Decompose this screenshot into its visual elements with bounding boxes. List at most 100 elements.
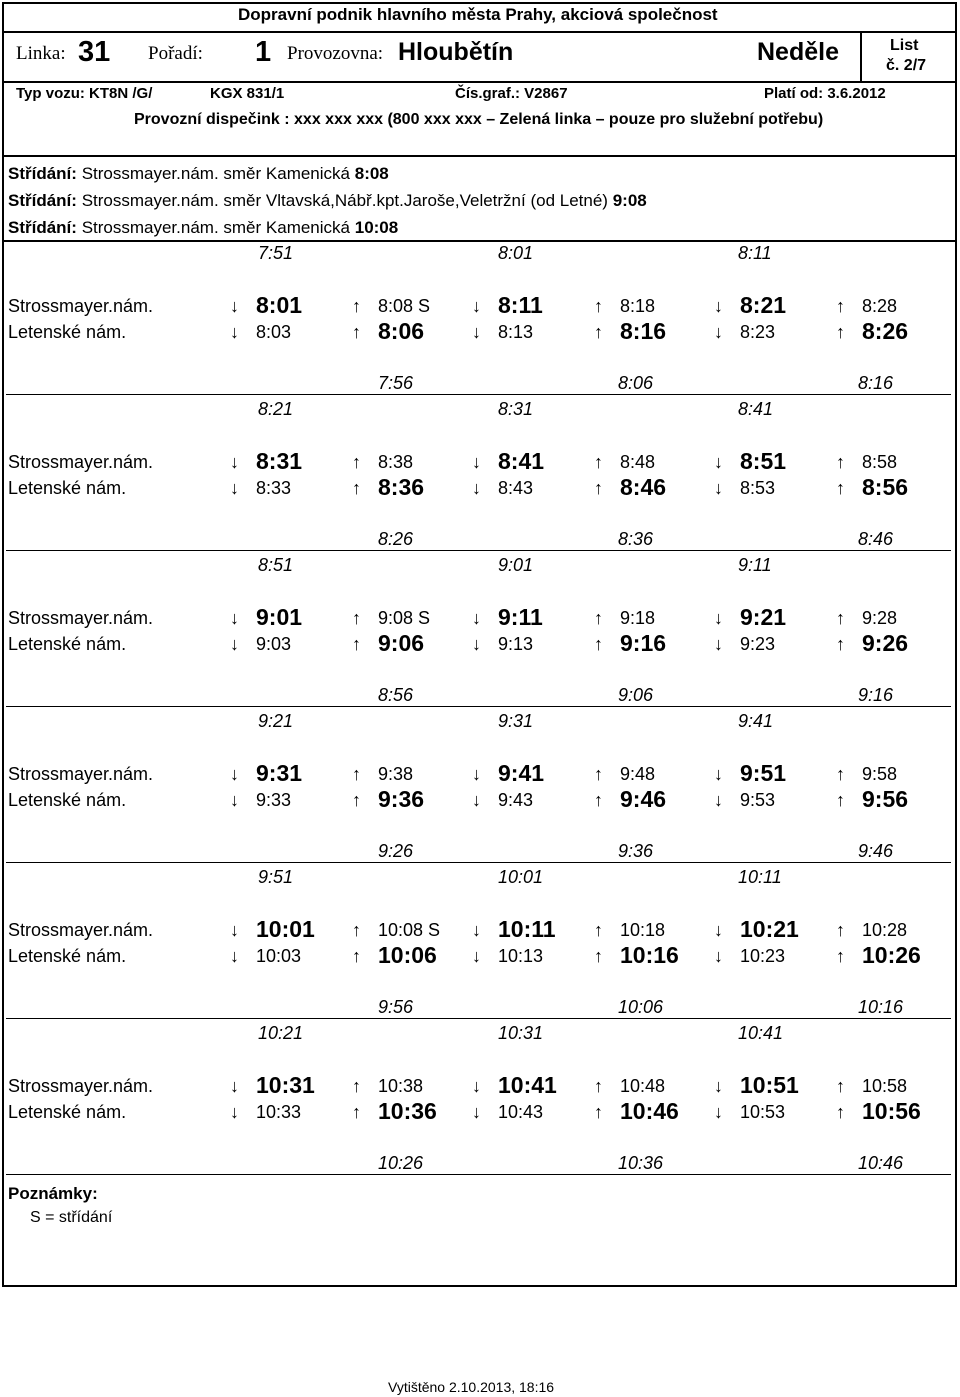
- stop-name: Letenské nám.: [8, 946, 127, 966]
- arrow-up-icon: ↑: [352, 452, 361, 472]
- stridani-line-1: Střídání: Strossmayer.nám. směr Kamenick…: [8, 164, 389, 183]
- arrow-down-icon: ↓: [714, 452, 723, 472]
- stop-name: Letenské nám.: [8, 478, 127, 498]
- departure-time: 8:16: [620, 318, 667, 344]
- departure-time: 9:03: [256, 634, 292, 654]
- arrow-down-icon: ↓: [472, 452, 481, 472]
- departure-time: 8:56: [862, 474, 909, 500]
- departure-time: 9:58: [862, 764, 898, 784]
- departure-time: 9:31: [256, 760, 303, 786]
- departure-time: 8:41: [498, 448, 545, 474]
- arrow-down-icon: ↓: [714, 920, 723, 940]
- departure-time: 10:38: [378, 1076, 424, 1096]
- departure-time: 10:03: [256, 946, 302, 966]
- cis-graf: Čís.graf.: V2867: [455, 85, 568, 102]
- departure-time: 9:53: [740, 790, 776, 810]
- header-line-2: [2, 81, 955, 83]
- arrow-down-icon: ↓: [714, 1102, 723, 1122]
- stop-name: Strossmayer.nám.: [8, 1076, 154, 1096]
- departure-time: 9:48: [620, 764, 656, 784]
- departure-time: 8:46: [620, 474, 667, 500]
- arrow-down-icon: ↓: [230, 296, 239, 316]
- departure-time: 8:28: [862, 296, 898, 316]
- departure-time: 9:01: [256, 604, 303, 630]
- arrow-down-icon: ↓: [714, 634, 723, 654]
- departure-time: 10:46: [620, 1098, 679, 1124]
- arrow-up-icon: ↑: [836, 1076, 845, 1096]
- stop-name: Strossmayer.nám.: [8, 296, 154, 316]
- departure-time: 9:11: [498, 604, 543, 630]
- departure-time: 10:51: [740, 1072, 799, 1098]
- departure-time-top: 8:51: [258, 555, 294, 575]
- arrow-down-icon: ↓: [714, 478, 723, 498]
- arrow-down-icon: ↓: [714, 296, 723, 316]
- departure-time: 9:51: [740, 760, 787, 786]
- departure-time: 8:03: [256, 322, 292, 342]
- departure-time-top: 7:51: [258, 243, 294, 263]
- departure-time: 8:51: [740, 448, 787, 474]
- departure-time-top: 9:21: [258, 711, 294, 731]
- arrow-up-icon: ↑: [594, 478, 603, 498]
- plati-od: Platí od: 3.6.2012: [764, 85, 886, 102]
- header-divider: [2, 31, 955, 33]
- departure-time-bottom: 8:46: [858, 529, 894, 549]
- departure-time-top: 9:41: [738, 711, 774, 731]
- arrow-up-icon: ↑: [836, 764, 845, 784]
- departure-time: 10:11: [498, 916, 556, 942]
- arrow-up-icon: ↑: [836, 608, 845, 628]
- arrow-down-icon: ↓: [230, 452, 239, 472]
- departure-time-top: 10:01: [498, 867, 544, 887]
- departure-time: 9:43: [498, 790, 534, 810]
- departure-time-bottom: 8:36: [618, 529, 654, 549]
- provozovna-label: Provozovna:: [287, 43, 384, 64]
- arrow-up-icon: ↑: [594, 1102, 603, 1122]
- arrow-up-icon: ↑: [352, 790, 361, 810]
- departure-time: 10:06: [378, 942, 437, 968]
- stop-name: Strossmayer.nám.: [8, 452, 154, 472]
- stop-name: Letenské nám.: [8, 1102, 127, 1122]
- poradi-value: 1: [255, 36, 272, 68]
- arrow-down-icon: ↓: [230, 322, 239, 342]
- departure-time-top: 10:41: [738, 1023, 784, 1043]
- arrow-up-icon: ↑: [352, 296, 361, 316]
- arrow-up-icon: ↑: [594, 920, 603, 940]
- departure-time: 8:36: [378, 474, 425, 500]
- departure-time: 9:16: [620, 630, 667, 656]
- departure-time: 8:33: [256, 478, 292, 498]
- arrow-up-icon: ↑: [836, 1102, 845, 1122]
- arrow-up-icon: ↑: [352, 920, 361, 940]
- arrow-up-icon: ↑: [594, 946, 603, 966]
- stridani-divider: [2, 240, 955, 242]
- departure-time-top: 10:31: [498, 1023, 544, 1043]
- list-label: List: [890, 37, 919, 54]
- departure-time-bottom: 8:06: [618, 373, 654, 393]
- departure-time: 10:36: [378, 1098, 437, 1124]
- departure-time: 9:46: [620, 786, 667, 812]
- arrow-up-icon: ↑: [594, 296, 603, 316]
- arrow-down-icon: ↓: [230, 920, 239, 940]
- arrow-up-icon: ↑: [836, 478, 845, 498]
- stop-name: Strossmayer.nám.: [8, 764, 154, 784]
- arrow-up-icon: ↑: [594, 322, 603, 342]
- departure-time-bottom: 10:06: [618, 997, 664, 1017]
- departure-time-bottom: 8:16: [858, 373, 894, 393]
- page-frame: [2, 2, 957, 1287]
- departure-time: 9:38: [378, 764, 414, 784]
- departure-time: 8:48: [620, 452, 656, 472]
- arrow-up-icon: ↑: [594, 452, 603, 472]
- departure-time: 8:21: [740, 292, 787, 318]
- arrow-down-icon: ↓: [714, 608, 723, 628]
- departure-time-bottom: 9:16: [858, 685, 894, 705]
- departure-time-bottom: 9:46: [858, 841, 894, 861]
- day-label: Neděle: [757, 38, 839, 66]
- departure-time: 8:58: [862, 452, 898, 472]
- arrow-down-icon: ↓: [472, 608, 481, 628]
- departure-time-bottom: 9:36: [618, 841, 654, 861]
- poradi-label: Pořadí:: [148, 43, 203, 64]
- arrow-down-icon: ↓: [472, 1102, 481, 1122]
- departure-time-bottom: 8:26: [378, 529, 414, 549]
- departure-time: 9:13: [498, 634, 534, 654]
- block-separator: [6, 394, 951, 395]
- stop-name: Letenské nám.: [8, 322, 127, 342]
- notes-title: Poznámky:: [8, 1184, 98, 1203]
